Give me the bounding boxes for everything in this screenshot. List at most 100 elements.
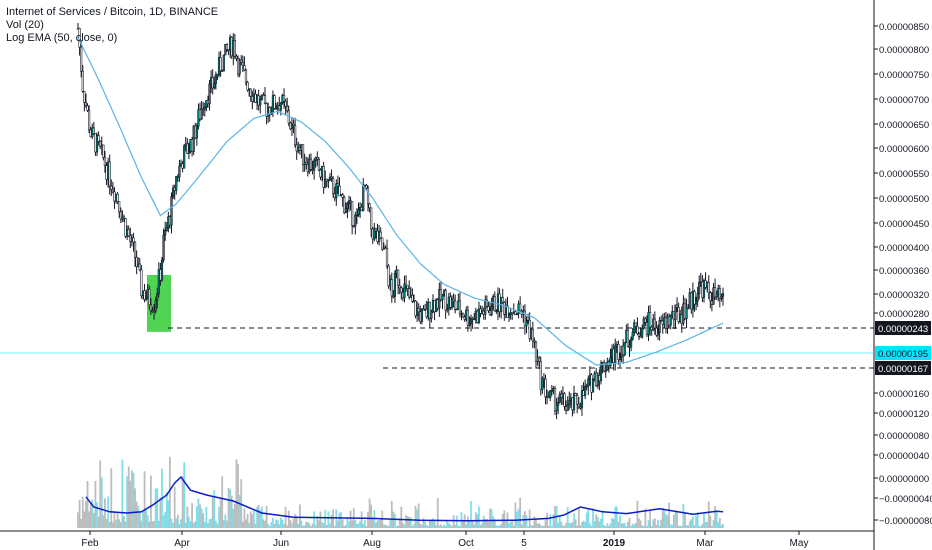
- candle-body: [83, 91, 86, 103]
- candle-body: [506, 305, 509, 318]
- volume-bar: [143, 471, 146, 528]
- price-tick-label: 0.00000080: [879, 431, 929, 442]
- candle-body: [164, 230, 167, 236]
- volume-bar: [679, 525, 682, 528]
- volume-bar: [184, 522, 187, 528]
- candle-body: [156, 293, 159, 301]
- volume-bar: [585, 512, 588, 528]
- candle-body: [301, 144, 305, 165]
- ema-line: [77, 37, 724, 366]
- volume-bar: [214, 520, 217, 528]
- candle-body: [618, 356, 622, 360]
- volume-bar: [669, 524, 672, 528]
- volume-bar: [287, 510, 290, 528]
- candle-body: [653, 318, 656, 329]
- volume-bar: [533, 516, 536, 528]
- volume-bar: [118, 519, 121, 528]
- volume-indicator-label[interactable]: Vol (20): [6, 19, 44, 31]
- volume-bar: [604, 526, 607, 528]
- candle-body: [420, 308, 423, 322]
- symbol-title[interactable]: Internet of Services / Bitcoin, 1D, BINA…: [6, 6, 219, 18]
- volume-bar: [226, 520, 228, 528]
- volume-bar: [180, 519, 182, 528]
- volume-bar: [432, 518, 434, 528]
- volume-bar: [292, 518, 295, 528]
- volume-bar: [262, 519, 265, 528]
- price-tick-label: 0.00000600: [879, 144, 929, 155]
- volume-bar: [157, 520, 160, 528]
- volume-bar: [435, 525, 438, 528]
- candle-body: [393, 273, 397, 297]
- volume-bar: [444, 526, 447, 528]
- volume-bar: [354, 520, 357, 528]
- candle-body: [515, 313, 519, 315]
- volume-bar: [142, 511, 144, 528]
- volume-bar: [557, 522, 560, 528]
- price-tick-label: 0.00000650: [879, 120, 929, 131]
- volume-bar: [443, 524, 445, 528]
- candle-body: [450, 298, 454, 308]
- candle-body: [110, 185, 113, 190]
- candle-body: [183, 145, 186, 169]
- candle-body: [656, 332, 660, 336]
- candle-body: [370, 207, 373, 230]
- candle-body: [294, 125, 297, 146]
- candle-body: [344, 208, 347, 214]
- volume-bar: [607, 525, 610, 528]
- volume-bar: [566, 507, 569, 528]
- volume-bar: [660, 519, 663, 528]
- candle-body: [721, 293, 725, 297]
- volume-bar: [322, 523, 325, 528]
- candle-body: [200, 108, 203, 120]
- volume-bar: [167, 500, 170, 528]
- volume-bar: [159, 497, 162, 528]
- volume-bar: [663, 510, 666, 528]
- volume-bar: [303, 525, 306, 528]
- volume-bar: [520, 524, 523, 528]
- volume-bar: [701, 523, 704, 528]
- volume-bar: [405, 515, 407, 528]
- volume-bar: [97, 516, 100, 528]
- volume-bar: [468, 521, 471, 528]
- candle-body: [461, 312, 465, 318]
- volume-bar: [690, 519, 693, 528]
- candle-body: [373, 228, 376, 240]
- candle-body: [398, 285, 401, 289]
- volume-bar: [295, 515, 298, 528]
- volume-bar: [414, 505, 417, 528]
- volume-bar: [151, 521, 154, 528]
- volume-bar: [384, 524, 387, 528]
- volume-bar: [221, 476, 224, 528]
- volume-bar: [603, 525, 606, 528]
- volume-bar: [241, 521, 244, 528]
- volume-bar: [183, 462, 186, 528]
- candle-body: [574, 393, 577, 396]
- candle-body: [637, 333, 641, 337]
- volume-bar: [149, 475, 152, 528]
- ema-indicator-label[interactable]: Log EMA (50, close, 0): [6, 32, 118, 44]
- candle-body: [585, 385, 588, 388]
- candle-body: [108, 161, 111, 187]
- volume-bar: [630, 526, 632, 528]
- price-tick-label: 0.00000750: [879, 70, 929, 81]
- volume-bar: [596, 517, 599, 528]
- volume-bar: [693, 525, 696, 528]
- volume-bar: [119, 521, 122, 528]
- candle-body: [454, 300, 457, 310]
- candle-body: [274, 108, 278, 110]
- volume-bar: [134, 488, 136, 528]
- volume-bar: [400, 506, 403, 528]
- candle-body: [658, 320, 661, 334]
- volume-bar: [265, 505, 268, 528]
- volume-bar: [113, 510, 116, 528]
- candle-body: [609, 357, 612, 367]
- volume-bar: [253, 510, 255, 528]
- price-tick-label: −0.00000080: [879, 516, 932, 527]
- candle-body: [170, 196, 173, 226]
- volume-bar: [420, 524, 423, 528]
- volume-bar: [560, 521, 563, 528]
- volume-bar: [365, 526, 368, 528]
- volume-bar: [132, 472, 135, 528]
